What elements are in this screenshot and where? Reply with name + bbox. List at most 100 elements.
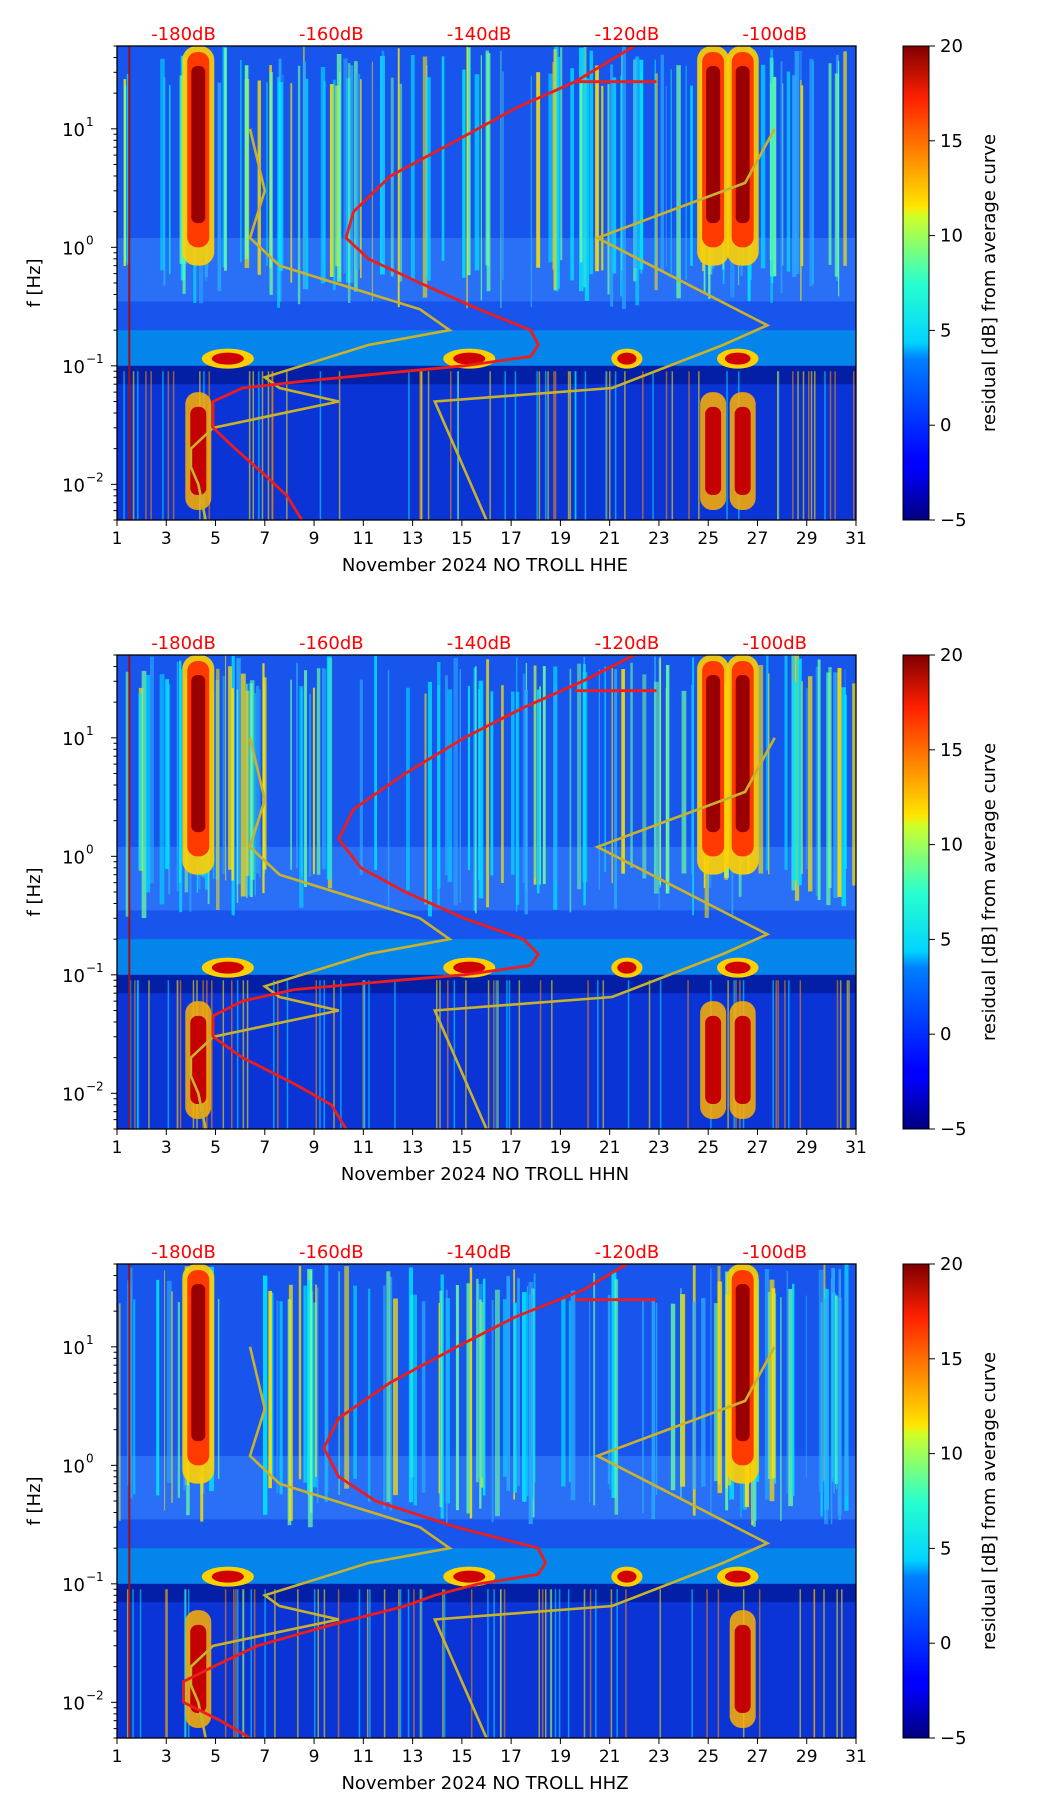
low-frequency-spike	[164, 1589, 167, 1738]
transient-streak	[262, 663, 265, 894]
transient-streak	[224, 47, 227, 271]
low-frequency-spike	[337, 1589, 340, 1738]
colorbar: 20 15 10 5 0 −5 residual [dB] from average cur…	[902, 1254, 1000, 1749]
transient-streak	[360, 79, 362, 279]
low-frequency-spike	[211, 980, 213, 1129]
low-frequency-spike	[848, 980, 850, 1129]
low-frequency-spike	[436, 980, 438, 1129]
transient-streak	[323, 668, 327, 870]
colorbar-tick-label: 15	[940, 740, 963, 761]
transient-streak	[676, 65, 681, 299]
transient-streak	[326, 656, 332, 880]
colorbar-tick-label: 0	[940, 415, 951, 436]
low-frequency-spike	[808, 371, 810, 520]
transient-streak	[125, 671, 130, 917]
microseism-blob-core	[211, 1570, 244, 1583]
transient-streak	[658, 657, 660, 910]
low-frequency-spike	[659, 980, 662, 1129]
transient-streak	[692, 1301, 697, 1490]
transient-streak	[556, 56, 560, 289]
top-db-label: -120dB	[595, 24, 660, 45]
x-tick-label: 1	[112, 1747, 123, 1767]
low-frequency-spike	[797, 371, 799, 520]
low-frequency-spike	[829, 371, 832, 520]
transient-streak	[257, 80, 261, 275]
top-db-label: -180dB	[151, 633, 216, 654]
low-frequency-spike	[413, 1589, 415, 1738]
low-frequency-spike	[659, 1589, 662, 1738]
top-db-label: -180dB	[151, 24, 216, 45]
top-db-axis: -180dB -160dB -140dB -120dB -100dB	[151, 633, 807, 654]
top-db-label: -120dB	[595, 633, 660, 654]
burst-center	[735, 1284, 750, 1442]
low-frequency-spike	[242, 980, 245, 1129]
low-frequency-spike	[419, 1589, 422, 1738]
low-frequency-spike	[420, 1589, 423, 1738]
transient-streak	[583, 663, 586, 906]
low-frequency-spike	[363, 980, 365, 1129]
transient-streak	[486, 53, 491, 292]
transient-streak	[621, 46, 626, 310]
transient-streak	[304, 670, 308, 887]
low-frequency-spike	[575, 371, 577, 520]
burst-center	[191, 675, 206, 833]
low-frequency-spike	[504, 371, 506, 520]
transient-streak	[250, 683, 253, 898]
high-noise-model-curve	[432, 737, 776, 1129]
transient-streak	[717, 1265, 721, 1485]
transient-streak	[530, 75, 532, 308]
low-frequency-spike	[145, 371, 147, 520]
transient-streak	[133, 1299, 136, 1495]
transient-streak	[159, 674, 165, 905]
y-tick-base: 10	[62, 847, 85, 868]
transient-streak	[467, 685, 471, 871]
low-frequency-spike	[383, 1589, 386, 1738]
transient-streak	[355, 73, 361, 270]
y-tick-label: 10	[62, 357, 85, 378]
x-tick-label: 5	[210, 529, 221, 549]
low-frequency-spike	[698, 371, 700, 520]
transient-streak	[225, 655, 227, 881]
low-frequency-spike	[518, 980, 521, 1129]
transient-streak	[240, 673, 246, 897]
low-frequency-spike	[137, 371, 139, 520]
transient-streak	[466, 47, 471, 276]
y-tick-base: 10	[62, 238, 85, 259]
microseism-blob-core	[724, 352, 751, 365]
low-frequency-spike	[687, 980, 689, 1129]
transient-streak	[441, 56, 445, 261]
transient-streak	[633, 58, 638, 268]
top-db-label: -140dB	[447, 633, 512, 654]
top-db-axis: -180dB -160dB -140dB -120dB -100dB	[151, 24, 807, 45]
burst-center	[191, 1284, 206, 1442]
transient-streak	[690, 85, 693, 266]
transient-streak	[539, 686, 542, 885]
transient-streak	[561, 1298, 566, 1487]
low-noise-model-curve	[189, 737, 453, 1129]
transient-streak	[478, 680, 484, 899]
low-frequency-spike	[836, 1589, 838, 1738]
low-frequency-spike	[273, 980, 275, 1129]
low-frequency-spike	[362, 980, 364, 1129]
transient-streak	[290, 679, 293, 870]
transient-streak	[770, 83, 772, 277]
burst-center	[706, 66, 721, 224]
low-frequency-spike	[274, 1589, 276, 1738]
low-frequency-spike	[394, 980, 396, 1129]
x-tick-label: 11	[353, 1747, 375, 1767]
transient-streak	[521, 1292, 527, 1502]
high-noise-model-curve	[432, 128, 776, 520]
low-frequency-spike	[665, 371, 668, 520]
transient-streak	[764, 1268, 770, 1500]
burst-center	[706, 675, 721, 833]
low-frequency-spike	[368, 980, 370, 1129]
low-frequency-spike	[772, 980, 774, 1129]
x-tick-label: 1	[112, 1138, 123, 1158]
burst-center	[191, 66, 206, 224]
transient-streak	[179, 668, 183, 913]
top-db-label: -160dB	[299, 1242, 364, 1263]
transient-streak	[179, 75, 183, 264]
low-frequency-spike	[610, 1589, 613, 1738]
low-frequency-spike	[777, 980, 779, 1129]
low-frequency-spike	[313, 1589, 316, 1738]
